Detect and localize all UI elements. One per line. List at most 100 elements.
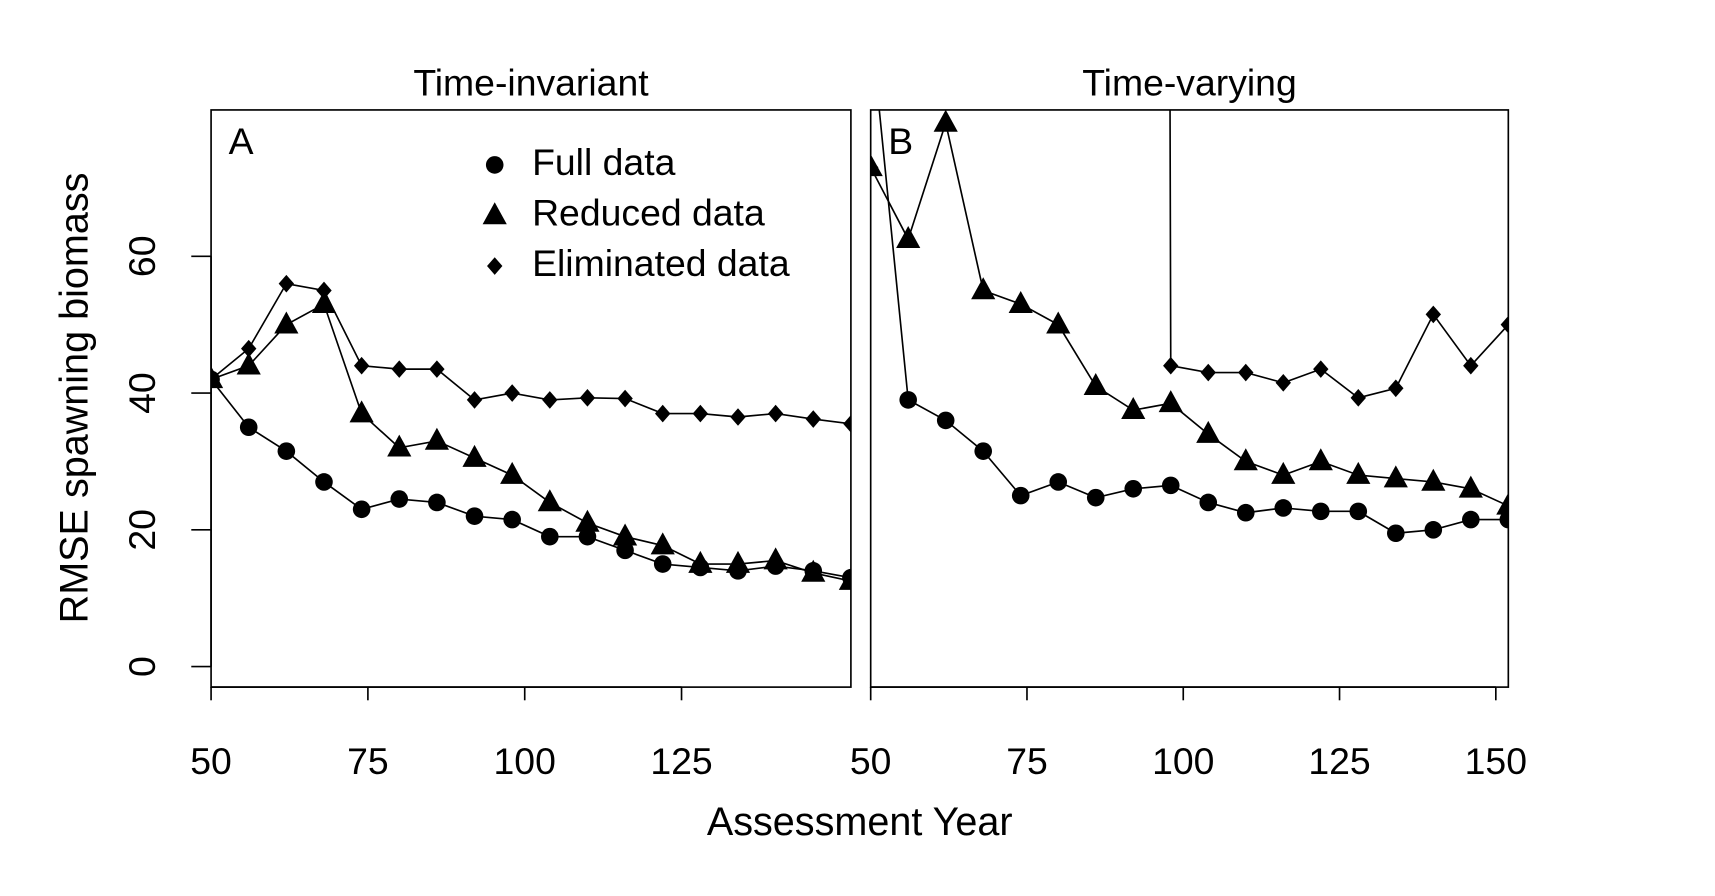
plot-area — [862, 15, 1509, 543]
point — [843, 415, 851, 433]
point — [838, 567, 851, 590]
point — [1121, 396, 1146, 419]
point — [730, 408, 746, 426]
panel-title: Time-invariant — [413, 62, 649, 104]
point — [1387, 524, 1405, 543]
point — [1233, 448, 1258, 471]
point — [1046, 311, 1071, 334]
point — [391, 360, 407, 378]
series-line — [211, 378, 851, 579]
legend-label: Reduced data — [532, 191, 765, 233]
legend-marker — [482, 202, 507, 225]
point — [650, 532, 675, 555]
point — [767, 404, 784, 423]
point — [541, 527, 559, 546]
x-axis-label: Assessment Year — [707, 800, 1013, 844]
point — [936, 411, 955, 430]
point — [387, 434, 412, 457]
point — [1463, 356, 1479, 375]
point — [239, 418, 258, 437]
point — [612, 523, 638, 546]
point — [974, 442, 993, 460]
point — [315, 473, 333, 491]
point — [278, 274, 295, 293]
point — [466, 391, 483, 409]
point — [1200, 363, 1216, 382]
point — [1199, 493, 1218, 512]
point — [1236, 503, 1255, 522]
y-axis-label: RMSE spawning biomass — [52, 173, 96, 624]
point — [537, 489, 562, 512]
point — [390, 490, 409, 508]
legend-label: Eliminated data — [532, 242, 790, 284]
point — [575, 509, 600, 532]
series-line — [870, 119, 1509, 507]
point — [1346, 461, 1371, 484]
point — [1388, 379, 1404, 398]
point — [1049, 473, 1068, 491]
point — [349, 400, 374, 423]
point — [503, 510, 521, 529]
point — [862, 15, 880, 33]
point — [1308, 448, 1333, 471]
point — [428, 493, 446, 512]
point — [500, 461, 525, 484]
x-tick-label: 100 — [1152, 740, 1214, 782]
point — [801, 559, 826, 582]
point — [1008, 290, 1033, 313]
point — [1238, 363, 1254, 382]
point — [1275, 374, 1291, 392]
point — [1163, 356, 1179, 375]
point — [211, 370, 219, 389]
point — [1011, 486, 1030, 505]
x-tick-label: 125 — [1308, 740, 1370, 782]
point — [1274, 499, 1293, 517]
point — [1421, 468, 1446, 491]
point — [277, 442, 296, 460]
point — [1196, 420, 1221, 443]
point — [316, 281, 332, 300]
point — [1311, 502, 1330, 521]
panel-title: Time-varying — [1082, 62, 1297, 104]
point — [971, 277, 996, 300]
x-tick-label: 50 — [190, 740, 232, 782]
point — [653, 555, 672, 573]
point — [1271, 461, 1296, 484]
point — [504, 384, 520, 402]
point — [899, 391, 917, 409]
point — [1458, 475, 1483, 498]
point — [616, 541, 634, 560]
legend-label: Full data — [532, 141, 676, 183]
panel-label: A — [229, 120, 254, 162]
x-tick-label: 150 — [1465, 740, 1527, 782]
point — [579, 389, 596, 407]
point — [465, 507, 484, 525]
point — [870, 158, 879, 177]
point — [1124, 480, 1143, 498]
plot-frame — [869, 109, 1510, 688]
point — [424, 427, 449, 450]
point — [1496, 492, 1509, 515]
point — [1424, 521, 1443, 539]
point — [725, 550, 751, 573]
point — [692, 404, 709, 423]
point — [655, 404, 671, 423]
point — [1500, 315, 1509, 334]
series-line — [1169, 109, 1509, 399]
x-tick-label: 75 — [1006, 740, 1048, 782]
point — [542, 391, 558, 409]
point — [805, 410, 821, 428]
point — [688, 550, 713, 573]
y-tick-label: 20 — [121, 509, 163, 551]
point — [1383, 465, 1408, 488]
point — [241, 339, 257, 358]
point — [353, 356, 370, 375]
point — [429, 360, 445, 378]
y-tick-label: 0 — [121, 656, 163, 677]
x-tick-label: 75 — [347, 740, 389, 782]
point — [1349, 502, 1368, 521]
legend-marker — [485, 156, 504, 174]
point — [462, 444, 487, 467]
x-tick-label: 50 — [850, 740, 892, 782]
